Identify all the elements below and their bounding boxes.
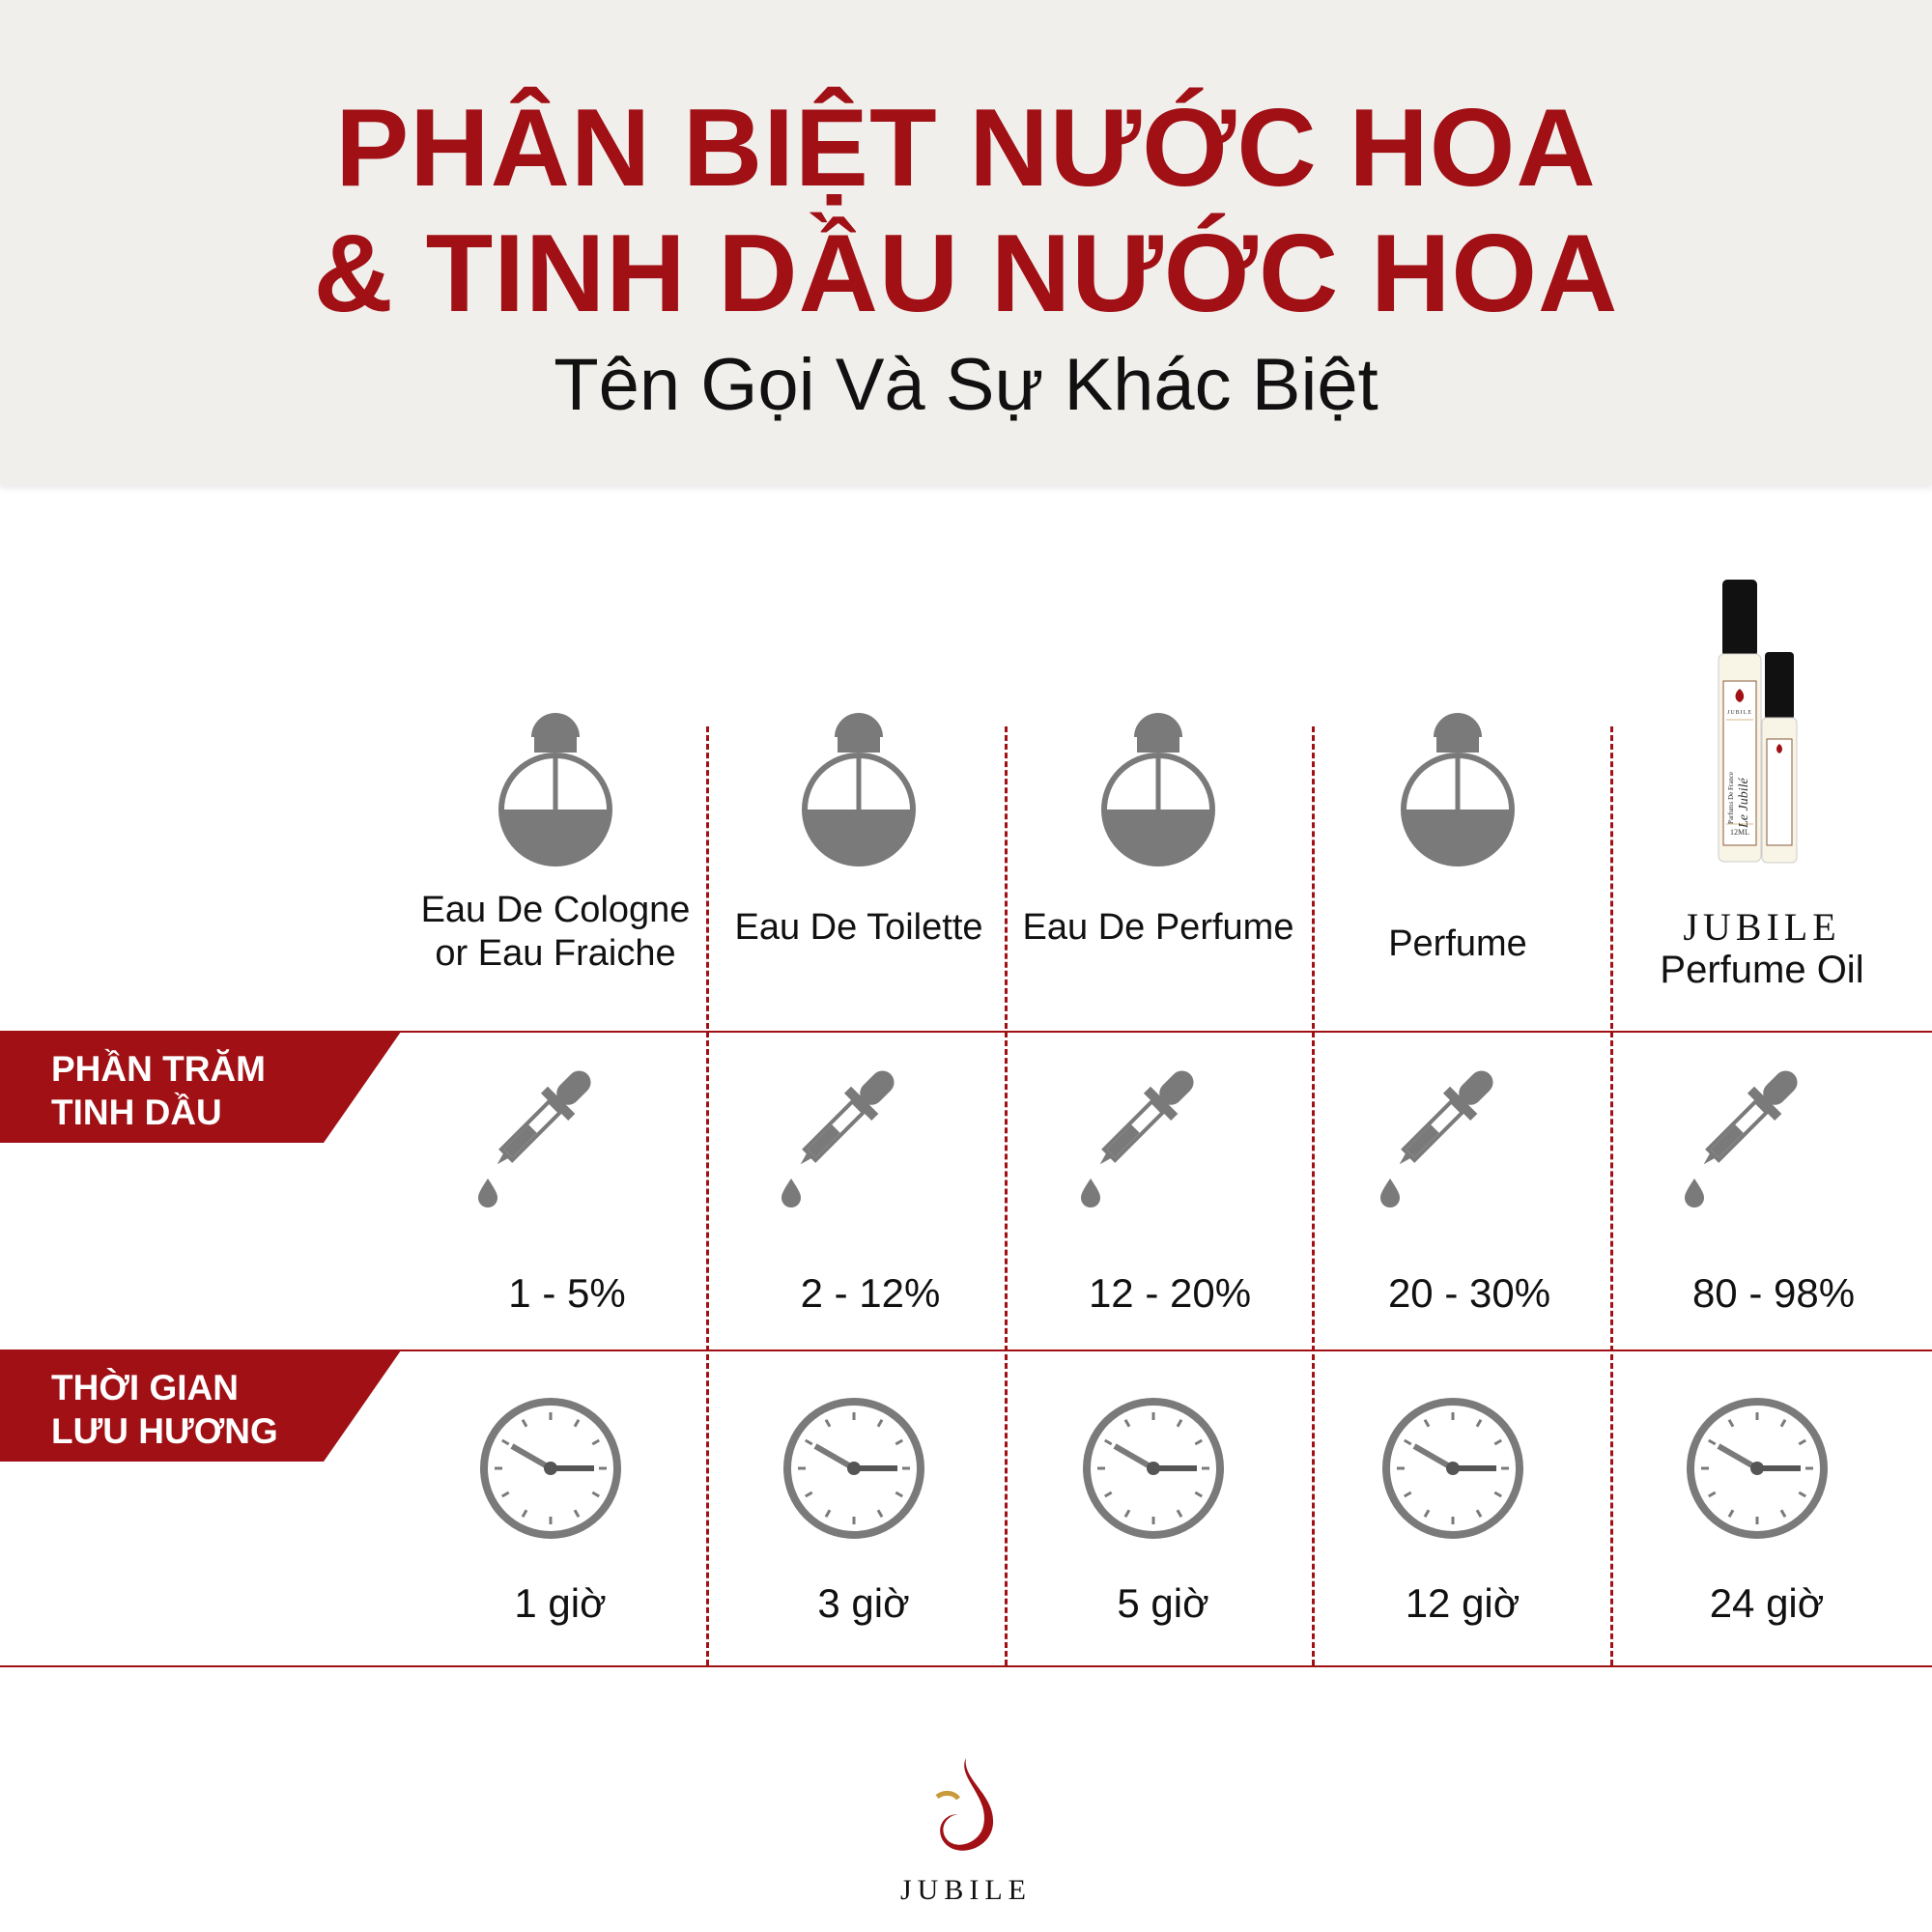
row-divider [0, 1665, 1932, 1667]
brand-name: JUBILE [1683, 905, 1841, 949]
row-label-text: THỜI GIAN LƯU HƯƠNG [51, 1368, 278, 1451]
longevity-time: 3 giờ [817, 1580, 910, 1626]
dropper-icon [469, 1058, 604, 1217]
divider [1312, 726, 1315, 1665]
clock-icon [1081, 1396, 1224, 1546]
divider [1610, 726, 1613, 1665]
column-header: Perfume [1303, 923, 1612, 966]
oil-percentage: 1 - 5% [508, 1270, 626, 1316]
row-label-text: PHẦN TRĂM TINH DẦU [51, 1049, 266, 1132]
row-divider [0, 1350, 1932, 1351]
clock-icon [781, 1396, 924, 1546]
perfume-bottle-icon [1091, 708, 1226, 872]
product-size: 12ML [1730, 828, 1749, 837]
oil-percentage: 80 - 98% [1691, 1270, 1856, 1316]
dropper-icon [1371, 1058, 1506, 1217]
row-label-time: THỜI GIAN LƯU HƯƠNG [0, 1350, 401, 1462]
longevity-time: 5 giờ [1117, 1580, 1209, 1626]
dropper-icon [1071, 1058, 1207, 1217]
oil-percentage: 20 - 30% [1387, 1270, 1551, 1316]
divider [1005, 726, 1008, 1665]
dropper-icon [772, 1058, 907, 1217]
header-banner [0, 0, 1932, 485]
column-header: Eau De Cologne or Eau Fraiche [401, 889, 710, 976]
dropper-icon [1675, 1058, 1810, 1217]
perfume-bottle-icon [1390, 708, 1525, 872]
product-label-text: Parfums De France [1727, 771, 1735, 824]
longevity-time: 12 giờ [1405, 1580, 1520, 1626]
title-line1: PHÂN BIỆT NƯỚC HOA [335, 87, 1597, 210]
column-header: Eau De Toilette [704, 906, 1013, 950]
product-image: JUBILE Parfums De France Le Jubilé 12ML [1710, 575, 1816, 874]
longevity-time: 24 giờ [1709, 1580, 1825, 1626]
oil-percentage: 12 - 20% [1088, 1270, 1252, 1316]
clock-icon [1380, 1396, 1523, 1546]
row-divider [0, 1031, 1932, 1033]
product-label-brand: JUBILE [1727, 710, 1752, 716]
column-name: Eau De Toilette [734, 907, 983, 948]
logo-text: JUBILE [900, 1874, 1032, 1906]
column-name: Eau De Perfume [1022, 907, 1294, 948]
perfume-bottle-icon [488, 708, 623, 872]
divider [706, 726, 709, 1665]
clock-icon [1685, 1396, 1828, 1546]
column-name: Perfume Oil [1660, 949, 1864, 991]
product-bottles [1718, 580, 1798, 864]
column-name: Eau De Cologne or Eau Fraiche [420, 890, 691, 974]
column-header: Eau De Perfume [1004, 906, 1313, 950]
row-label-oil: PHẦN TRĂM TINH DẦU [0, 1032, 401, 1143]
longevity-time: 1 giờ [514, 1580, 607, 1626]
jubile-logo [935, 1758, 994, 1851]
oil-percentage: 2 - 12% [800, 1270, 941, 1316]
product-label-script: Le Jubilé [1737, 778, 1751, 828]
title-line2: & TINH DẦU NƯỚC HOA [313, 213, 1619, 335]
subtitle: Tên Gọi Và Sự Khác Biệt [554, 344, 1378, 426]
clock-icon [478, 1396, 621, 1546]
column-name: Perfume [1388, 923, 1527, 964]
column-header: JUBILE Perfume Oil [1607, 906, 1917, 992]
perfume-bottle-icon [791, 708, 926, 872]
